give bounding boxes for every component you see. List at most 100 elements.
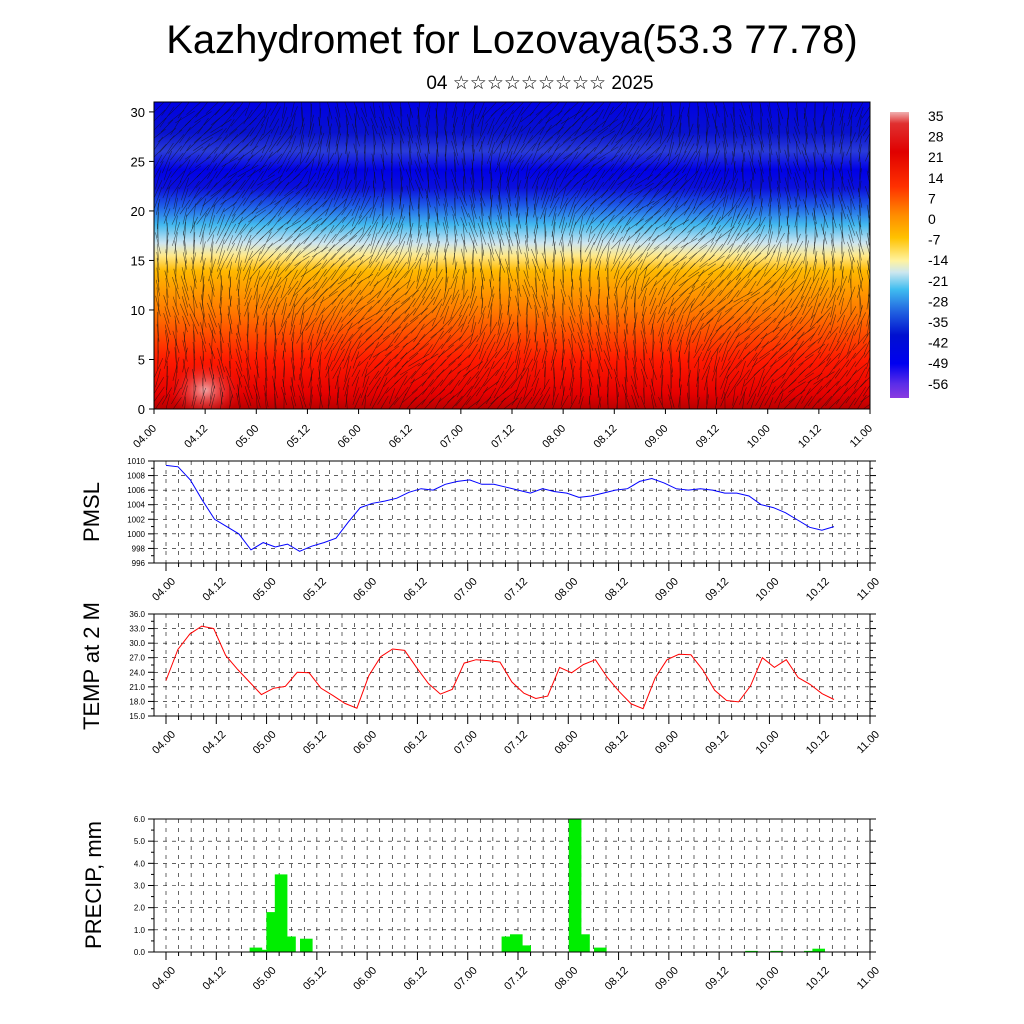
wind-barb: [440, 369, 452, 387]
wind-barb: [270, 267, 280, 291]
wind-barb: [525, 297, 529, 315]
wind-barb: [430, 276, 444, 300]
wind-barb: [192, 294, 196, 318]
wind-barb: [786, 107, 790, 127]
wind-barb: [831, 161, 835, 181]
wind-barb: [416, 224, 422, 244]
wind-barb: [806, 379, 824, 395]
wind-barb: [552, 221, 556, 247]
wind-barb: [394, 360, 408, 378]
wind-barb: [706, 306, 726, 324]
wind-barb: [309, 386, 313, 406]
wind-barb: [652, 190, 672, 206]
wind-barb: [521, 358, 533, 380]
wind-barb: [671, 296, 689, 316]
wind-barb: [631, 394, 637, 409]
wind-barb: [569, 395, 578, 409]
wind-barb: [553, 359, 555, 379]
wind-barb: [495, 332, 505, 352]
wind-barb: [823, 115, 825, 137]
wind-barb: [385, 361, 399, 377]
wind-barb: [595, 321, 603, 345]
wind-barb: [285, 242, 301, 262]
wind-barb: [550, 176, 558, 202]
wind-barb: [810, 277, 820, 299]
wind-barb: [471, 159, 475, 183]
wind-barb: [728, 349, 740, 371]
wind-barb: [477, 223, 487, 245]
wind-barb: [306, 303, 316, 327]
wind-barb: [846, 361, 856, 377]
wind-barb: [294, 286, 310, 308]
wind-barb: [459, 196, 469, 218]
wind-barb: [763, 272, 777, 286]
wind-barb: [287, 280, 299, 296]
wind-barb: [745, 243, 759, 261]
wind-barb: [210, 119, 232, 133]
wind-barb: [305, 154, 317, 170]
wind-barb: [277, 210, 291, 222]
wind-barb: [294, 198, 310, 216]
wind-barb: [402, 389, 418, 403]
wind-barb: [272, 375, 278, 399]
colorbar-label: -21: [928, 273, 948, 289]
wind-barb: [239, 117, 257, 135]
wind-barb: [542, 279, 548, 297]
wind-barb: [380, 169, 386, 191]
wind-barb: [573, 165, 589, 177]
wind-barb: [843, 380, 859, 394]
wind-barb: [317, 162, 323, 180]
wind-barb: [196, 207, 210, 225]
wind-barb: [701, 279, 713, 297]
wind-barb: [393, 386, 409, 406]
wind-barb: [772, 372, 786, 384]
wind-barb: [428, 388, 446, 404]
wind-barb: [436, 196, 438, 218]
wind-barb: [367, 290, 381, 304]
wind-barb: [266, 225, 284, 243]
wind-barb: [541, 187, 549, 209]
wind-barb: [275, 236, 293, 250]
wind-barb: [597, 118, 619, 134]
wind-barb: [826, 340, 840, 362]
wind-barb: [430, 327, 444, 339]
wind-barb: [206, 182, 218, 196]
wind-barb: [570, 240, 574, 264]
wind-barb: [337, 143, 339, 163]
y-tick-label: 27.0: [129, 654, 145, 663]
wind-barb: [684, 161, 694, 181]
wind-barb: [671, 288, 689, 306]
wind-barb: [286, 200, 300, 214]
wind-barb: [561, 216, 565, 234]
precip-bar: [812, 948, 825, 952]
wind-barb: [486, 142, 496, 164]
wind-barb: [159, 135, 175, 153]
wind-barb: [250, 236, 264, 250]
wind-barb: [597, 288, 601, 306]
wind-barb: [515, 396, 522, 409]
wind-barb: [510, 367, 526, 389]
wind-barb: [560, 395, 569, 409]
wind-barb: [595, 235, 603, 251]
wind-barb: [163, 312, 171, 336]
wind-barb: [587, 225, 593, 243]
wind-barb: [516, 239, 520, 265]
wind-barb: [677, 324, 683, 342]
wind-barb: [589, 127, 609, 143]
wind-barb: [273, 349, 277, 371]
wind-barb: [445, 267, 447, 291]
heatmap-x-tick-label: 08.12: [591, 423, 619, 451]
wind-barb: [866, 270, 870, 285]
wind-barb: [619, 180, 633, 198]
y-tick-label: 996: [132, 559, 146, 568]
wind-barb: [323, 152, 335, 172]
wind-barb: [678, 384, 682, 408]
wind-barb: [212, 143, 230, 163]
wind-barb: [444, 171, 448, 189]
wind-barb: [700, 287, 714, 307]
wind-barb: [647, 106, 659, 128]
wind-barb: [156, 251, 160, 271]
wind-barb: [462, 361, 484, 377]
wind-barb: [587, 369, 593, 387]
heatmap-y-tick-label: 20: [131, 204, 145, 219]
